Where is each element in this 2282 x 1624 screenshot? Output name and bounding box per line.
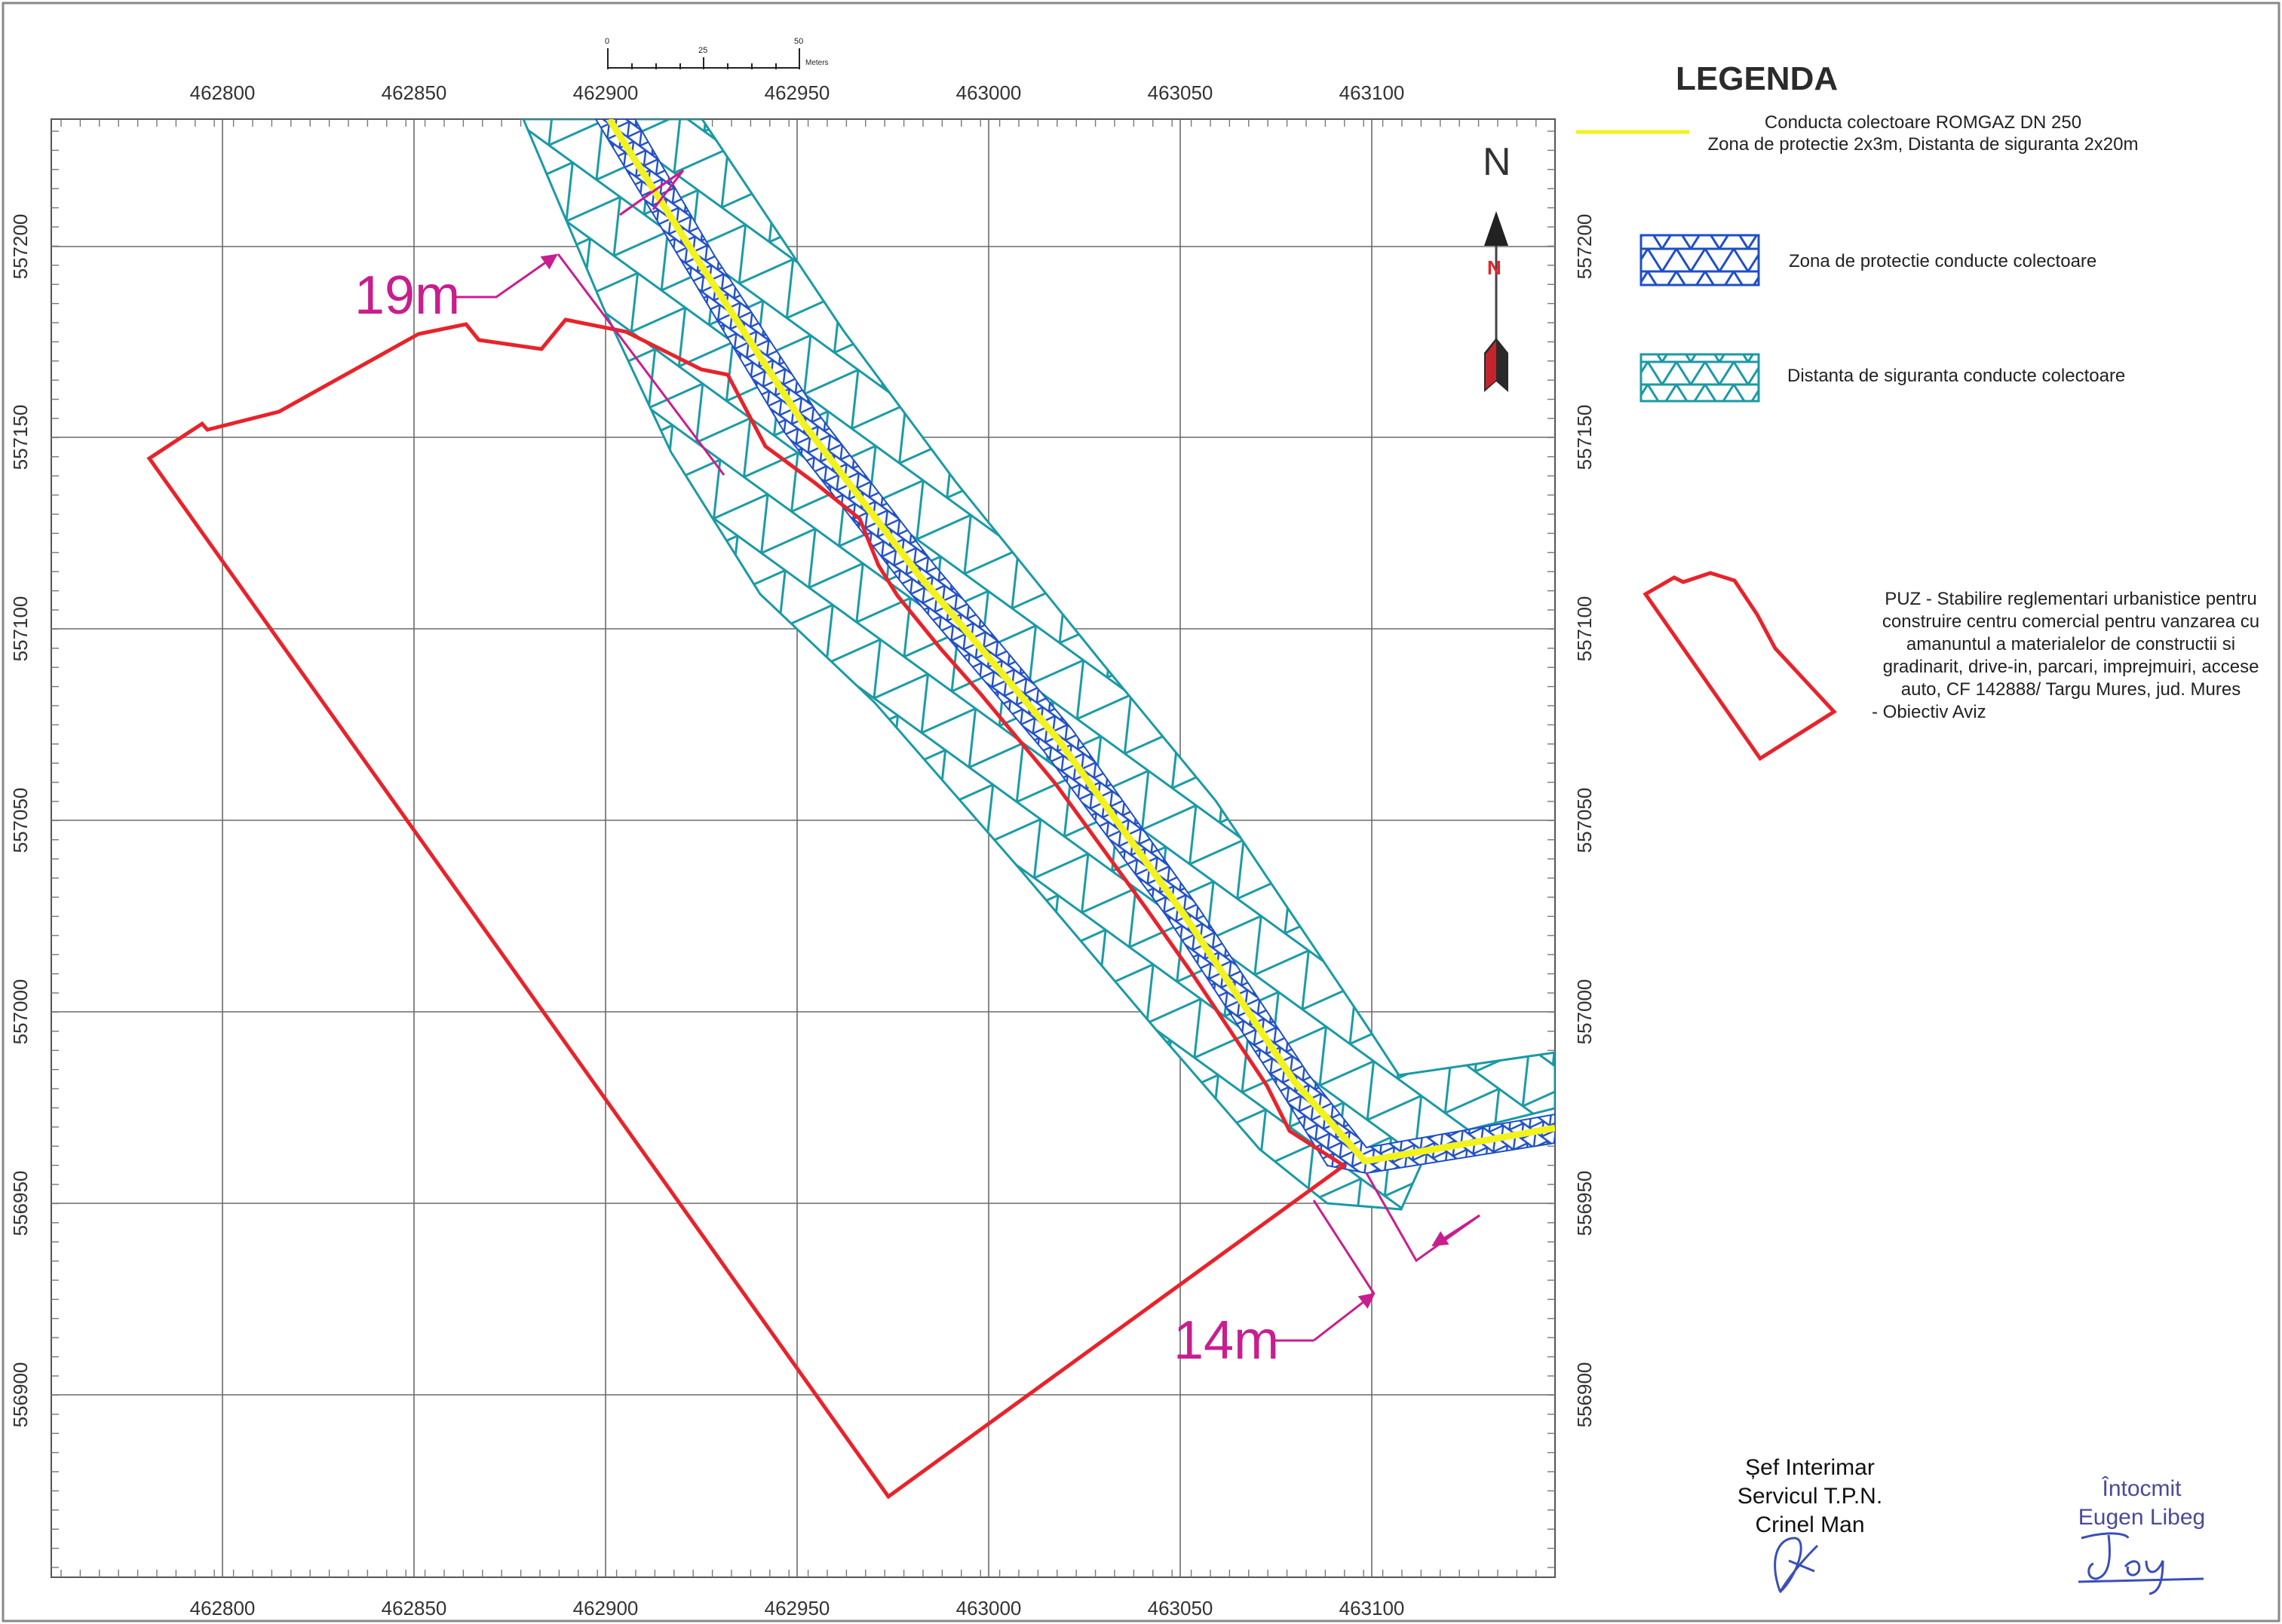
x-tick-label: 462900	[573, 1597, 639, 1619]
y-tick-label: 557000	[9, 979, 32, 1045]
legend-item-safety: Distanta de siguranta conducte colectoar…	[1787, 365, 2125, 387]
legend-item-puz: PUZ - Stabilire reglementari urbanistice…	[1860, 588, 2282, 724]
signature-left-icon	[1775, 1538, 1817, 1592]
y-tick-label: 557050	[9, 788, 32, 853]
legend-title: LEGENDA	[1676, 60, 1838, 98]
y-tick-labels-left: 557200 557150 557100 557050 557000 556950 5569…	[9, 214, 32, 1428]
x-tick-label: 463100	[1339, 1597, 1405, 1619]
y-tick-label: 556950	[9, 1171, 32, 1236]
x-tick-label: 462950	[765, 1597, 830, 1619]
y-tick-label: 557200	[1573, 214, 1596, 280]
y-tick-label: 557150	[9, 405, 32, 470]
scale-label-50: 50	[794, 37, 803, 46]
north-letter: N	[1483, 140, 1511, 184]
y-tick-label: 556900	[9, 1362, 32, 1428]
scale-unit: Meters	[805, 59, 829, 67]
scale-label-25: 25	[698, 46, 707, 55]
legend-symbol-protection	[1641, 235, 1759, 285]
x-tick-label: 463000	[956, 81, 1022, 104]
x-tick-label: 462800	[190, 1597, 256, 1619]
signature-right-icon	[2078, 1534, 2204, 1594]
legend-puz-line4: gradinarit, drive-in, parcari, imprejmui…	[1860, 656, 2282, 679]
signature-left: Șef Interimar Servicul T.P.N. Crinel Man	[1682, 1454, 1938, 1540]
x-tick-label: 462950	[765, 81, 830, 104]
x-tick-label: 463050	[1148, 81, 1213, 104]
legend-item-protection: Zona de protectie conducte colectoare	[1789, 250, 2096, 272]
x-tick-label: 462900	[573, 81, 639, 104]
x-tick-label: 463100	[1339, 81, 1405, 104]
x-tick-label: 463050	[1148, 1597, 1213, 1619]
x-tick-labels-top: 462800 462850 462900 462950 463000 463050 4631…	[190, 81, 1405, 104]
y-tick-label: 557100	[1573, 596, 1596, 662]
legend-puz-line1: PUZ - Stabilire reglementari urbanistice…	[1860, 588, 2282, 611]
legend-pipeline-line2: Zona de protectie 2x3m, Distanta de sigu…	[1682, 133, 2164, 155]
legend-puz-line6: - Obiectiv Aviz	[1860, 701, 2282, 724]
sig-left-line2: Servicul T.P.N.	[1682, 1482, 1938, 1511]
north-badge: N	[1487, 256, 1501, 279]
scale-label-0: 0	[605, 37, 609, 46]
x-tick-label: 462850	[382, 81, 447, 104]
dim-label-19m: 19m	[354, 265, 460, 326]
y-tick-labels-right: 557200 557150 557100 557050 557000 556950 5569…	[1573, 214, 1596, 1428]
y-tick-label: 557050	[1573, 788, 1596, 853]
legend-symbol-puz	[1646, 573, 1834, 758]
dim-label-14m: 14m	[1173, 1310, 1279, 1371]
x-tick-label: 462850	[382, 1597, 447, 1619]
signature-right: Întocmit Eugen Libeg	[2029, 1475, 2255, 1532]
legend-item-pipeline: Conducta colectoare ROMGAZ DN 250 Zona d…	[1682, 112, 2164, 155]
sig-left-line1: Șef Interimar	[1682, 1454, 1938, 1482]
y-tick-label: 557000	[1573, 979, 1596, 1045]
y-tick-label: 557200	[9, 214, 32, 280]
sig-right-line1: Întocmit	[2029, 1475, 2255, 1503]
sig-left-line3: Crinel Man	[1682, 1511, 1938, 1540]
sig-right-line2: Eugen Libeg	[2029, 1503, 2255, 1532]
legend-pipeline-line1: Conducta colectoare ROMGAZ DN 250	[1682, 112, 2164, 133]
legend-puz-line2: construire centru comercial pentru vanza…	[1860, 611, 2282, 633]
legend-puz-line3: amanuntul a materialelor de constructii …	[1860, 633, 2282, 656]
legend-puz-line5: auto, CF 142888/ Targu Mures, jud. Mures	[1860, 679, 2282, 701]
x-tick-labels-bottom: 462800 462850 462900 462950 463000 463050 4631…	[190, 1597, 1405, 1619]
y-tick-label: 557100	[9, 596, 32, 662]
x-tick-label: 463000	[956, 1597, 1022, 1619]
x-tick-label: 462800	[190, 81, 256, 104]
y-tick-label: 557150	[1573, 405, 1596, 470]
y-tick-label: 556950	[1573, 1171, 1596, 1236]
y-tick-label: 556900	[1573, 1362, 1596, 1428]
legend-symbol-safety	[1641, 354, 1759, 401]
